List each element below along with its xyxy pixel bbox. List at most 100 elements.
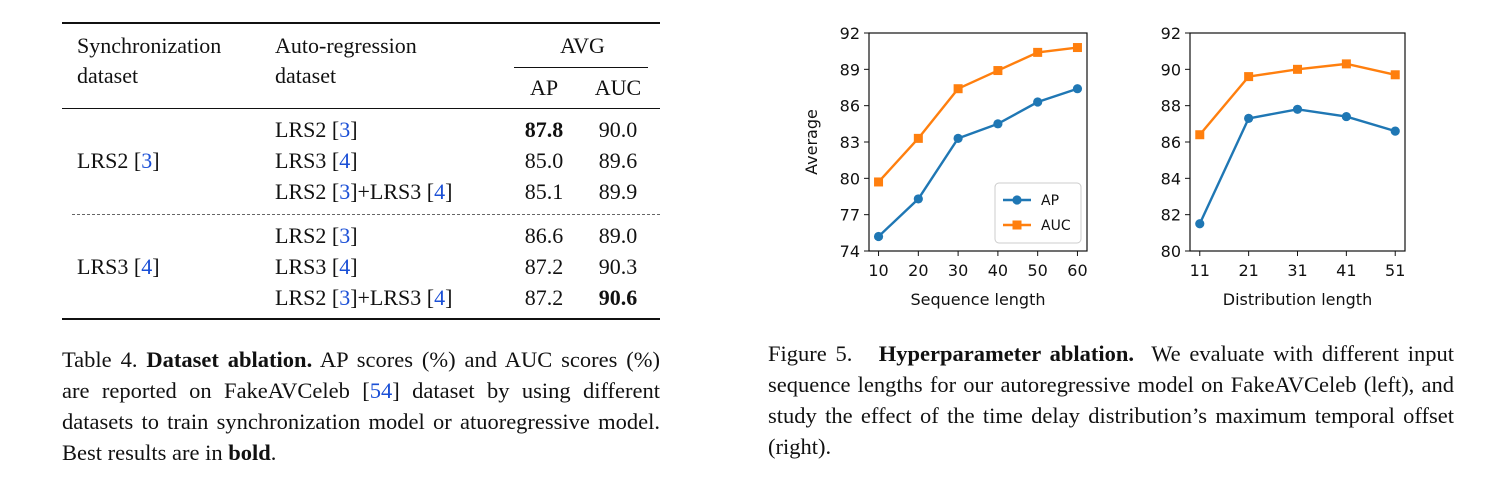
figure-caption-title: Hyperparameter ablation. — [878, 341, 1135, 366]
x-axis-label: Distribution length — [1223, 290, 1372, 309]
autoreg-dataset-cell: LRS3 [4] — [275, 148, 358, 173]
data-point-auc — [913, 133, 923, 143]
y-tick-label: 82 — [1161, 206, 1181, 225]
header-autoreg-line2: dataset — [275, 63, 337, 88]
ap-value-cell: 85.0 — [524, 148, 564, 173]
y-tick-label: 90 — [1161, 60, 1181, 79]
chart-panel-1: 74 77 80 83 86 89 92 10 20 30 40 50 60 Sequence lengt… — [802, 24, 1088, 309]
auc-value-cell: 89.0 — [598, 223, 638, 248]
x-tick-label: 31 — [1287, 261, 1307, 280]
y-tick-label: 89 — [840, 60, 860, 79]
header-sync-line1: Synchronization — [77, 33, 222, 58]
auc-value-cell: 90.6 — [598, 285, 638, 310]
chart-legend: AP AUC — [994, 182, 1082, 244]
auc-value-cell: 90.3 — [598, 254, 638, 279]
header-sync-line2: dataset — [77, 63, 139, 88]
ap-value-cell: 87.8 — [524, 117, 564, 142]
citation-link[interactable]: 4 — [434, 179, 446, 204]
data-point-auc — [1390, 70, 1400, 80]
citation-link[interactable]: 3 — [339, 179, 351, 204]
autoreg-dataset-cell: LRS2 [3]+LRS3 [4] — [275, 285, 453, 310]
data-point-ap — [1341, 111, 1351, 122]
table-caption-bold-word: bold — [228, 440, 271, 465]
data-point-ap — [1033, 97, 1043, 107]
citation-link[interactable]: 3 — [339, 223, 351, 248]
x-tick-label: 50 — [1027, 261, 1047, 280]
data-point-auc — [1341, 59, 1351, 69]
x-tick-label: 41 — [1336, 261, 1356, 280]
citation-link[interactable]: 4 — [339, 254, 351, 279]
data-point-ap — [1072, 84, 1083, 94]
table-caption-ref[interactable]: 54 — [369, 378, 393, 403]
x-tick-label: 30 — [948, 261, 968, 280]
auc-value-cell: 90.0 — [598, 117, 638, 142]
avg-group-rule — [514, 67, 648, 68]
x-axis-label: Sequence length — [910, 290, 1045, 309]
sync-dataset-label: LRS3 [4] — [77, 254, 160, 279]
citation-link[interactable]: 3 — [141, 148, 153, 173]
auc-value-cell: 89.9 — [598, 179, 638, 204]
legend-box — [994, 182, 1082, 244]
data-point-ap — [993, 119, 1003, 129]
citation-link[interactable]: 4 — [434, 285, 446, 310]
autoreg-dataset-cell: LRS2 [3] — [275, 223, 358, 248]
header-autoreg-line1: Auto-regression — [275, 33, 417, 58]
y-tick-label: 77 — [840, 206, 860, 225]
table-caption-text1: AP scores (%) and AUC scores (%) are rep… — [62, 347, 661, 403]
data-point-ap — [913, 194, 923, 204]
autoreg-dataset-cell: LRS2 [3] — [275, 117, 358, 142]
table-caption-title: Dataset ablation. — [146, 347, 313, 372]
x-tick-label: 10 — [868, 261, 888, 280]
citation-link[interactable]: 3 — [339, 285, 351, 310]
data-point-auc — [993, 66, 1003, 76]
ap-value-cell: 86.6 — [524, 223, 564, 248]
data-point-auc — [1244, 72, 1254, 82]
x-tick-label: 40 — [988, 261, 1008, 280]
legend-marker — [1012, 220, 1022, 230]
autoreg-dataset-cell: LRS3 [4] — [275, 254, 358, 279]
y-tick-label: 92 — [1161, 24, 1181, 43]
ap-value-cell: 87.2 — [524, 254, 564, 279]
table-header-rule — [62, 108, 660, 109]
x-tick-label: 20 — [908, 261, 928, 280]
y-tick-label: 88 — [1161, 97, 1181, 116]
x-tick-label: 60 — [1067, 261, 1087, 280]
data-point-auc — [1033, 47, 1043, 57]
x-tick-label: 11 — [1190, 261, 1210, 280]
y-tick-label: 86 — [840, 97, 860, 116]
y-axis-label: Average — [802, 109, 821, 175]
y-tick-label: 74 — [840, 242, 860, 261]
data-point-ap — [873, 231, 884, 242]
series-line-auc — [877, 46, 1078, 183]
auc-value-cell: 89.6 — [598, 148, 638, 173]
data-point-auc — [1072, 43, 1082, 53]
citation-link[interactable]: 4 — [339, 148, 351, 173]
x-tick-label: 51 — [1385, 261, 1405, 280]
y-tick-label: 80 — [840, 169, 860, 188]
y-tick-label: 83 — [840, 133, 860, 152]
data-point-auc — [1293, 64, 1302, 74]
data-point-ap — [953, 133, 963, 143]
legend-marker — [1012, 195, 1022, 205]
table-caption-end: . — [270, 440, 277, 465]
figure-caption-label: Figure 5. — [768, 341, 853, 366]
sync-dataset-label: LRS2 [3] — [77, 148, 160, 173]
table-caption: Table 4. Dataset ablation. AP scores (%)… — [62, 344, 660, 468]
ap-value-cell: 85.1 — [524, 179, 564, 204]
header-auc: AUC — [594, 75, 642, 100]
header-avg: AVG — [560, 33, 605, 58]
legend-label: AUC — [1041, 218, 1071, 234]
figure-caption: Figure 5. Hyperparameter ablation. We ev… — [768, 338, 1454, 462]
data-point-ap — [1195, 219, 1205, 229]
table-caption-label: Table 4. — [62, 347, 138, 372]
series-line-auc — [1198, 62, 1396, 136]
citation-link[interactable]: 3 — [339, 117, 351, 142]
figure-caption-text: We evaluate with different input sequenc… — [768, 341, 1455, 459]
y-tick-label: 80 — [1161, 242, 1181, 261]
legend-label: AP — [1041, 193, 1059, 209]
citation-link[interactable]: 4 — [141, 254, 153, 279]
data-point-ap — [1390, 126, 1400, 136]
y-tick-label: 92 — [840, 24, 860, 43]
table-bottom-rule — [62, 318, 660, 320]
series-line-ap — [877, 87, 1078, 238]
